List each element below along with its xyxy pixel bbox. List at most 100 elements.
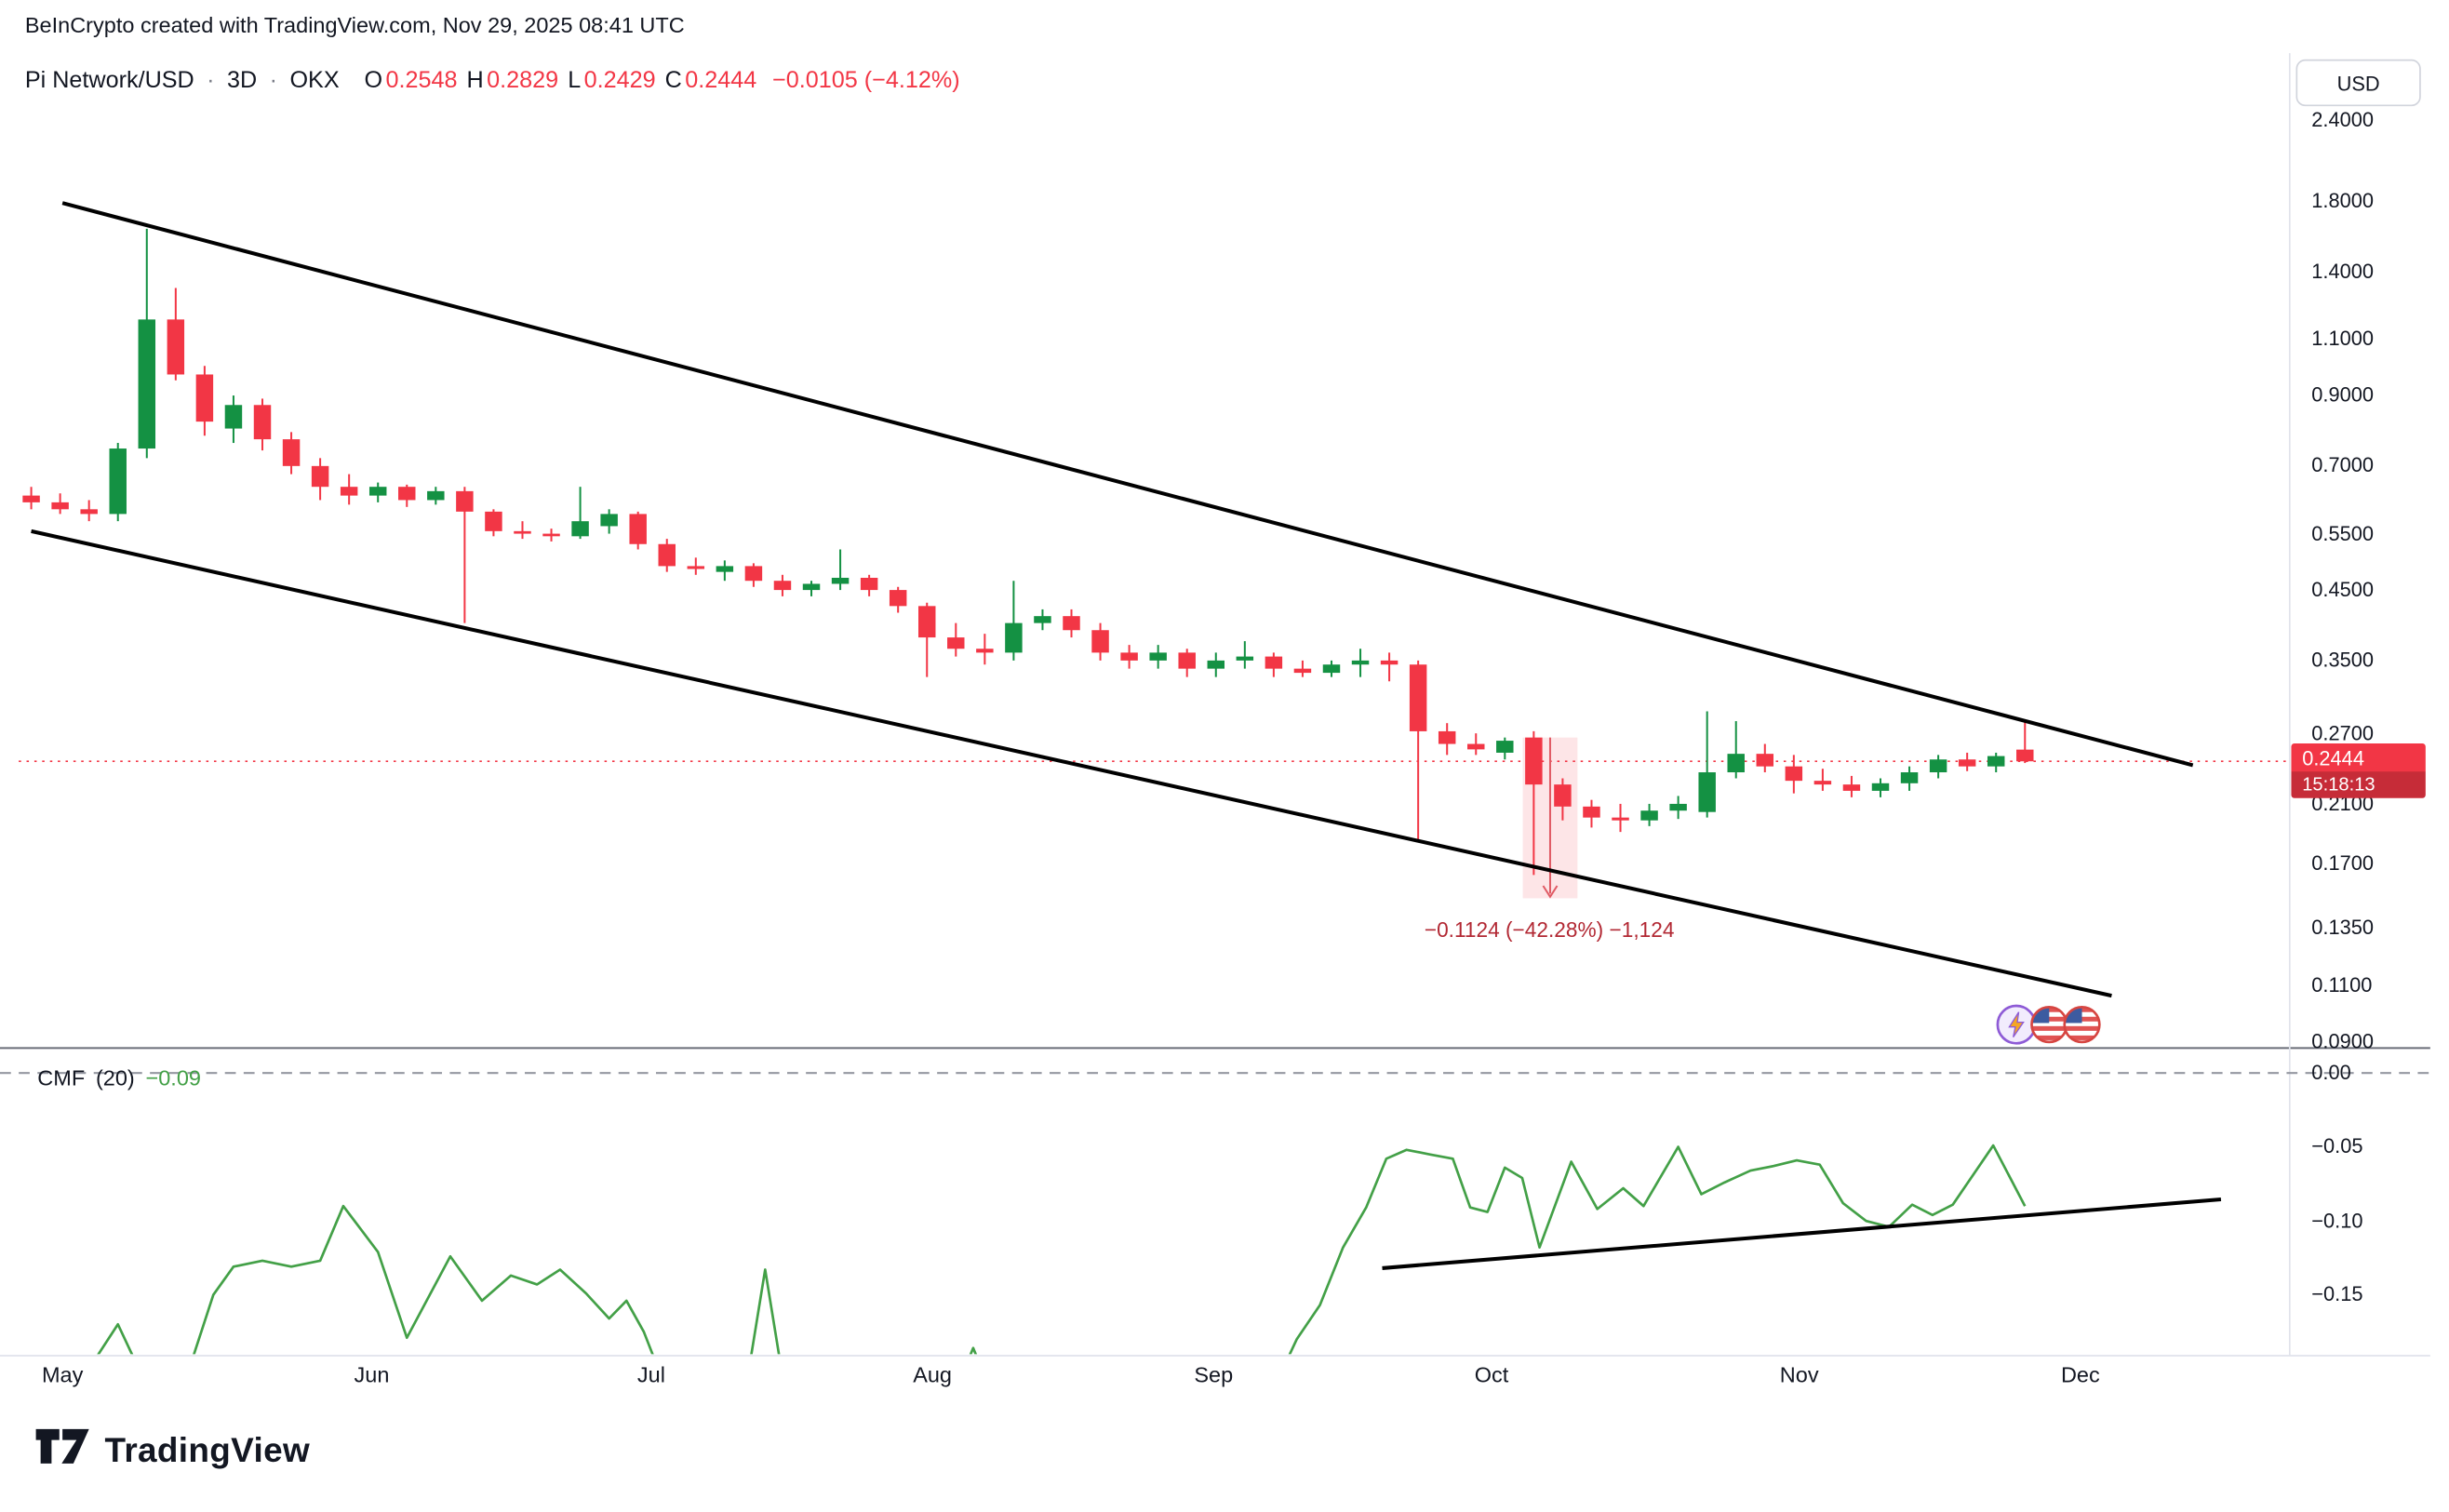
candle	[1063, 609, 1080, 638]
month-label: Nov	[1779, 1361, 1819, 1387]
change-value: −0.0105 (−4.12%)	[772, 67, 960, 94]
candles-layer	[22, 228, 2034, 876]
exchange-label: OKX	[289, 67, 340, 94]
candle	[1554, 778, 1572, 821]
candle	[253, 398, 272, 451]
candle	[1842, 775, 1861, 797]
price-tick-label: 0.0900	[2311, 1029, 2375, 1053]
indicator-value: −0.09	[145, 1064, 201, 1091]
currency-toggle-button[interactable]: USD	[2295, 59, 2421, 107]
cmf-line	[97, 1144, 2027, 1355]
candle	[629, 511, 647, 550]
candle	[1698, 711, 1716, 818]
close-value: 0.2444	[685, 67, 757, 94]
candle	[138, 228, 156, 459]
candle	[571, 487, 589, 540]
candle	[658, 539, 676, 572]
channel-lower[interactable]	[31, 529, 2112, 998]
legend-separator: ·	[269, 67, 278, 94]
candle	[947, 622, 965, 657]
candle	[1467, 733, 1485, 756]
month-label: Oct	[1474, 1361, 1509, 1387]
symbol-title: Pi Network/USD	[24, 67, 194, 94]
usa-flag-emoji-icon	[2028, 1004, 2069, 1052]
price-tick-label: 2.4000	[2311, 107, 2375, 131]
candle	[860, 574, 878, 596]
candle	[1091, 622, 1109, 661]
candle	[1178, 649, 1196, 677]
candle	[1756, 743, 1774, 773]
chart-legend: Pi Network/USD · 3D · OKX O 0.2548 H 0.282…	[25, 67, 960, 94]
candle	[224, 395, 243, 444]
price-tick-label: 1.8000	[2311, 188, 2375, 212]
legend-separator: ·	[207, 67, 215, 94]
tradingview-logo[interactable]: TradingView	[34, 1427, 310, 1473]
candle	[773, 574, 792, 596]
month-label: Jun	[354, 1361, 390, 1387]
candle	[456, 487, 474, 623]
price-tick-label: 0.1350	[2311, 915, 2375, 939]
open-value: 0.2548	[385, 67, 458, 94]
cmf-trendline[interactable]	[1382, 1198, 2222, 1270]
current-price-label[interactable]: 0.2444 15:18:13	[2291, 743, 2426, 799]
candle	[1900, 766, 1919, 791]
month-label: Sep	[1194, 1361, 1234, 1387]
candle	[1149, 645, 1167, 669]
candle	[1669, 796, 1687, 820]
candle	[600, 509, 618, 534]
price-tick-label: 1.4000	[2311, 259, 2375, 283]
candle	[1351, 649, 1370, 677]
candle	[1005, 581, 1023, 661]
open-label: O	[364, 67, 383, 94]
indicator-legend[interactable]: CMF (20) −0.09	[37, 1065, 201, 1091]
candle	[1612, 803, 1629, 833]
month-label: Jul	[636, 1361, 665, 1387]
price-tick-label: 0.3500	[2311, 648, 2375, 672]
high-value: 0.2829	[487, 67, 559, 94]
candle	[282, 432, 301, 475]
cmf-tick-label: 0.00	[2311, 1060, 2351, 1084]
candle	[1120, 645, 1138, 669]
candle	[167, 288, 185, 381]
price-tick-label: 1.1000	[2311, 327, 2375, 351]
candle	[542, 529, 560, 542]
candle	[889, 586, 907, 613]
candle	[1871, 778, 1890, 797]
candle	[802, 581, 821, 596]
reaction-icons	[1996, 1004, 2103, 1052]
interval-label[interactable]: 3D	[226, 67, 258, 94]
lightning-emoji-icon	[1996, 1004, 2037, 1052]
price-tick-label: 0.1100	[2311, 972, 2373, 997]
month-label: May	[41, 1361, 84, 1387]
candle	[514, 521, 531, 540]
candle	[976, 634, 994, 665]
candle	[51, 493, 69, 515]
tradingview-logo-text: TradingView	[104, 1429, 311, 1469]
tradingview-logo-icon	[34, 1427, 90, 1473]
candle	[1785, 755, 1803, 794]
close-label: C	[664, 67, 682, 94]
candle	[1727, 721, 1745, 779]
candle	[1409, 660, 1427, 840]
candle	[1380, 652, 1398, 682]
high-label: H	[466, 67, 484, 94]
price-tick-label: 0.4500	[2311, 577, 2375, 601]
candle	[2016, 720, 2034, 764]
usa-flag-emoji-icon	[2062, 1004, 2103, 1052]
price-tick-label: 0.2700	[2311, 720, 2375, 744]
candle	[1265, 652, 1283, 677]
measured-move-label: −0.1124 (−42.28%) −1,124	[1424, 917, 1675, 943]
bar-countdown: 15:18:13	[2291, 771, 2426, 799]
indicator-name: CMF	[37, 1064, 86, 1091]
candle	[195, 366, 214, 436]
candle	[744, 563, 763, 587]
month-label: Aug	[913, 1361, 953, 1387]
indicator-params: (20)	[95, 1064, 135, 1091]
candle	[1293, 660, 1312, 677]
candle	[716, 560, 734, 582]
price-tick-label: 0.9000	[2311, 382, 2375, 407]
candle	[1207, 652, 1224, 677]
channel-upper[interactable]	[61, 201, 2194, 768]
